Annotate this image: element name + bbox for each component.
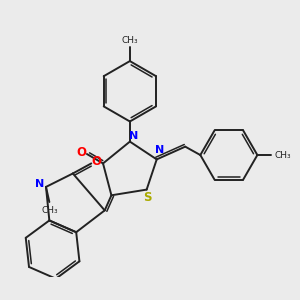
Text: CH₃: CH₃ <box>122 36 138 45</box>
Text: N: N <box>35 178 44 189</box>
Text: CH₃: CH₃ <box>275 151 291 160</box>
Text: N: N <box>155 145 165 155</box>
Text: O: O <box>76 146 86 159</box>
Text: N: N <box>129 130 139 141</box>
Text: CH₃: CH₃ <box>42 206 58 215</box>
Text: O: O <box>92 155 102 168</box>
Text: S: S <box>143 191 152 205</box>
